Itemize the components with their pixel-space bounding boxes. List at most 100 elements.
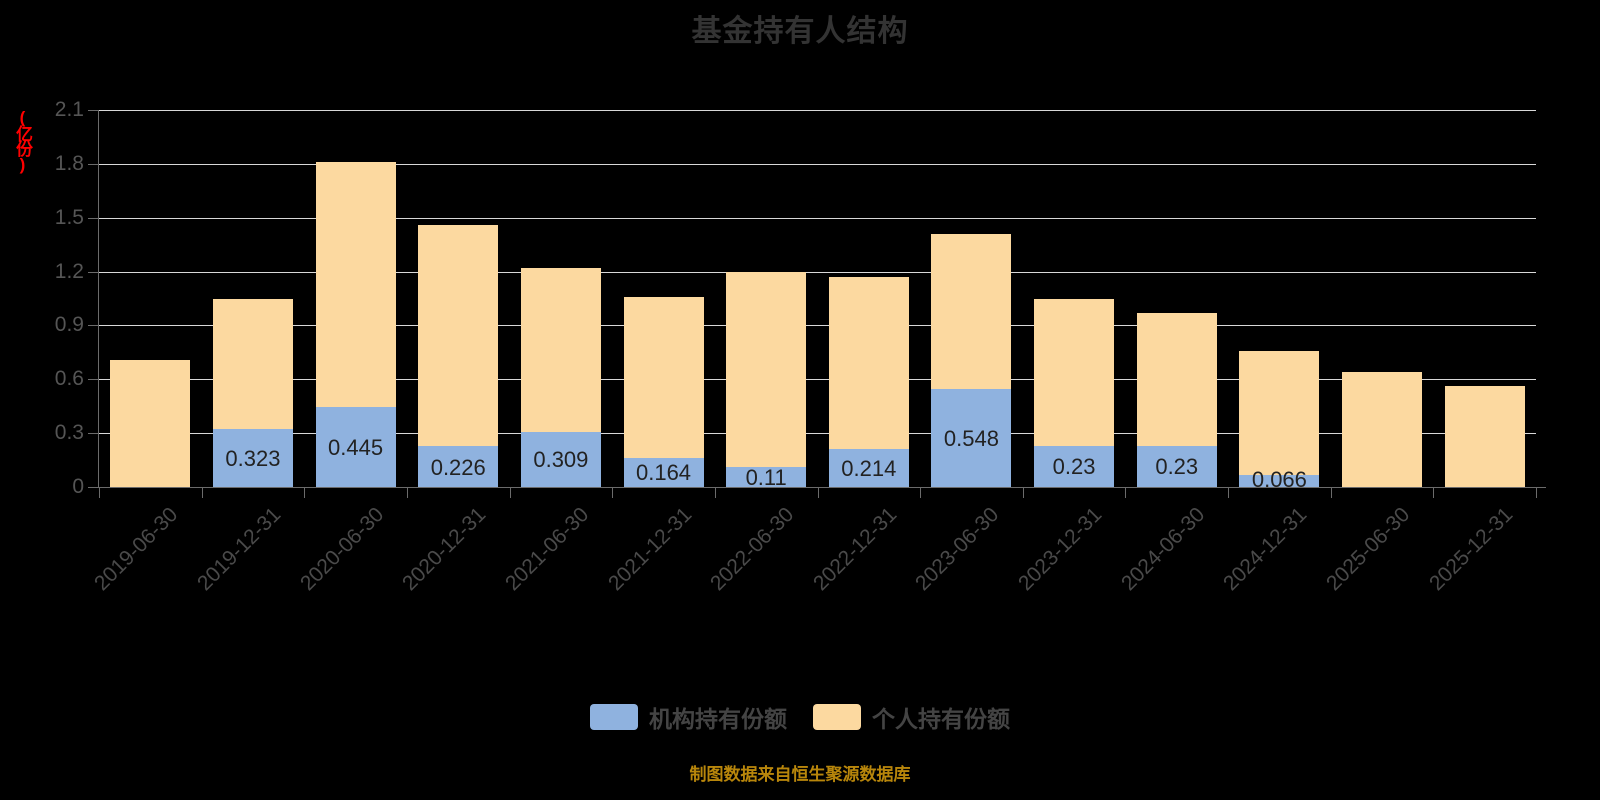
x-axis-tick-label: 2019-06-30 xyxy=(90,503,183,596)
x-axis-tick-label: 2023-06-30 xyxy=(911,503,1004,596)
bar-group[interactable]: 0.548 xyxy=(931,110,1012,487)
y-axis-tick-mark xyxy=(88,325,99,327)
legend-swatch-personal xyxy=(813,704,861,730)
y-axis-line xyxy=(98,110,99,488)
bar-group[interactable]: 0.323 xyxy=(212,110,293,487)
legend-label: 个人持有份额 xyxy=(872,706,1010,732)
gridline xyxy=(99,325,1536,327)
x-axis-tick-mark xyxy=(99,487,100,498)
x-axis-tick-label: 2023-12-31 xyxy=(1014,503,1107,596)
bar-segment-personal[interactable] xyxy=(1444,386,1525,487)
bar-segment-personal[interactable] xyxy=(623,296,704,458)
bar-segment-institution[interactable] xyxy=(726,467,807,487)
bar-group[interactable] xyxy=(1444,110,1525,487)
bar-group[interactable]: 0.23 xyxy=(1034,110,1115,487)
gridline xyxy=(99,433,1536,435)
bar-segment-personal[interactable] xyxy=(418,224,499,447)
gridline xyxy=(99,163,1536,165)
bar-group[interactable]: 0.11 xyxy=(726,110,807,490)
bar-segment-personal[interactable] xyxy=(315,162,396,408)
y-axis-tick-mark xyxy=(88,433,99,435)
bar-segment-personal[interactable] xyxy=(726,271,807,468)
x-axis-tick-label: 2022-12-31 xyxy=(808,503,902,596)
bar-segment-personal[interactable] xyxy=(828,276,909,449)
bar-segment-institution[interactable] xyxy=(418,446,499,487)
bar-group[interactable]: 0.309 xyxy=(520,110,601,487)
bar-value-label: 0.323 xyxy=(225,446,281,472)
x-axis-tick-label: 2021-06-30 xyxy=(500,503,594,596)
x-axis-tick-mark xyxy=(1330,487,1332,498)
bar-group[interactable]: 0.445 xyxy=(315,110,396,487)
y-axis-tick-label: 0.9 xyxy=(54,313,84,337)
bar-segment-personal[interactable] xyxy=(110,359,191,487)
x-axis-tick-mark xyxy=(1228,487,1230,498)
x-axis-tick-label: 2022-06-30 xyxy=(706,503,799,596)
bar-segment-personal[interactable] xyxy=(931,233,1012,389)
x-axis-tick-label: 2024-12-31 xyxy=(1219,503,1312,596)
bar-segment-institution[interactable] xyxy=(212,429,293,487)
x-axis-tick-mark xyxy=(817,487,819,498)
bar-group[interactable]: 0.164 xyxy=(623,110,704,487)
bar-group[interactable] xyxy=(1342,110,1423,487)
x-axis-line xyxy=(88,487,1546,488)
bar-group[interactable] xyxy=(110,110,191,487)
bar-value-label: 0.164 xyxy=(635,460,692,486)
y-axis-tick-label: 1.8 xyxy=(54,151,84,175)
bar-group[interactable]: 0.226 xyxy=(418,110,499,487)
bar-segment-institution[interactable] xyxy=(1136,445,1217,487)
x-axis-tick-mark xyxy=(509,487,511,498)
bar-segment-personal[interactable] xyxy=(1136,312,1217,446)
bar-group[interactable]: 0.066 xyxy=(1239,110,1320,492)
bar-value-label: 0.445 xyxy=(328,435,384,461)
x-axis-tick-mark xyxy=(1022,487,1024,498)
bar-segment-institution[interactable] xyxy=(520,431,601,487)
y-axis-tick-mark xyxy=(88,271,99,273)
x-axis-tick-label: 2025-12-31 xyxy=(1424,503,1517,596)
bar-value-label: 0.23 xyxy=(1155,454,1199,480)
bar-segment-personal[interactable] xyxy=(1239,350,1320,476)
bar-segment-personal[interactable] xyxy=(212,298,293,430)
bar-segment-personal[interactable] xyxy=(520,268,601,432)
legend-item[interactable]: 机构持有份额 xyxy=(590,700,787,734)
x-axis-tick-label: 2021-12-31 xyxy=(603,503,696,596)
bar-value-label: 0.226 xyxy=(430,454,486,480)
y-axis-tick-label: 0 xyxy=(72,475,84,498)
x-axis-tick-mark xyxy=(406,487,408,498)
bar-segment-personal[interactable] xyxy=(1034,298,1115,446)
y-axis-tick-mark xyxy=(88,110,99,111)
y-axis-tick-label: 1.2 xyxy=(54,259,84,283)
y-axis-tick-mark xyxy=(88,163,99,165)
bar-group[interactable]: 0.214 xyxy=(828,110,909,487)
x-axis-tick-label: 2019-12-31 xyxy=(192,503,286,596)
bar-value-label: 0.214 xyxy=(841,455,897,481)
x-axis-tick-label: 2020-12-31 xyxy=(398,503,491,596)
x-axis-tick-mark xyxy=(1433,487,1435,498)
legend-label: 机构持有份额 xyxy=(649,706,787,732)
y-axis-tick-label: 1.5 xyxy=(54,205,84,229)
footer-source-note: 制图数据来自恒生聚源数据库 xyxy=(689,765,911,784)
legend-item[interactable]: 个人持有份额 xyxy=(813,700,1010,734)
bar-segment-institution[interactable] xyxy=(1239,475,1320,487)
bar-value-label: 0.548 xyxy=(943,425,999,451)
bar-segment-institution[interactable] xyxy=(931,388,1012,487)
y-axis-tick-mark xyxy=(88,379,99,381)
x-axis-tick-mark xyxy=(612,487,614,498)
gridline xyxy=(99,271,1536,273)
bar-segment-personal[interactable] xyxy=(1342,372,1423,487)
y-axis-unit-label: (亿份) xyxy=(13,108,32,172)
x-axis-tick-mark xyxy=(920,487,922,498)
x-axis-tick-label: 2025-06-30 xyxy=(1322,503,1415,596)
bar-segment-institution[interactable] xyxy=(1034,445,1115,487)
chart-legend: 机构持有份额 个人持有份额 xyxy=(0,700,1600,734)
gridline xyxy=(99,217,1536,219)
y-axis-tick-label: 0.3 xyxy=(54,421,84,445)
x-axis-tick-mark xyxy=(201,487,203,498)
bar-segment-institution[interactable] xyxy=(623,457,704,487)
bar-segment-institution[interactable] xyxy=(828,448,909,487)
x-axis-tick-mark xyxy=(714,487,716,498)
bar-segment-institution[interactable] xyxy=(315,407,396,487)
y-axis-tick-label: 2.1 xyxy=(54,98,84,121)
plot-area: 0.323 0.445 0.226 0.309 0.164 0.11 0.214 0.548 0… xyxy=(99,110,1536,492)
bar-group[interactable]: 0.23 xyxy=(1136,110,1217,487)
